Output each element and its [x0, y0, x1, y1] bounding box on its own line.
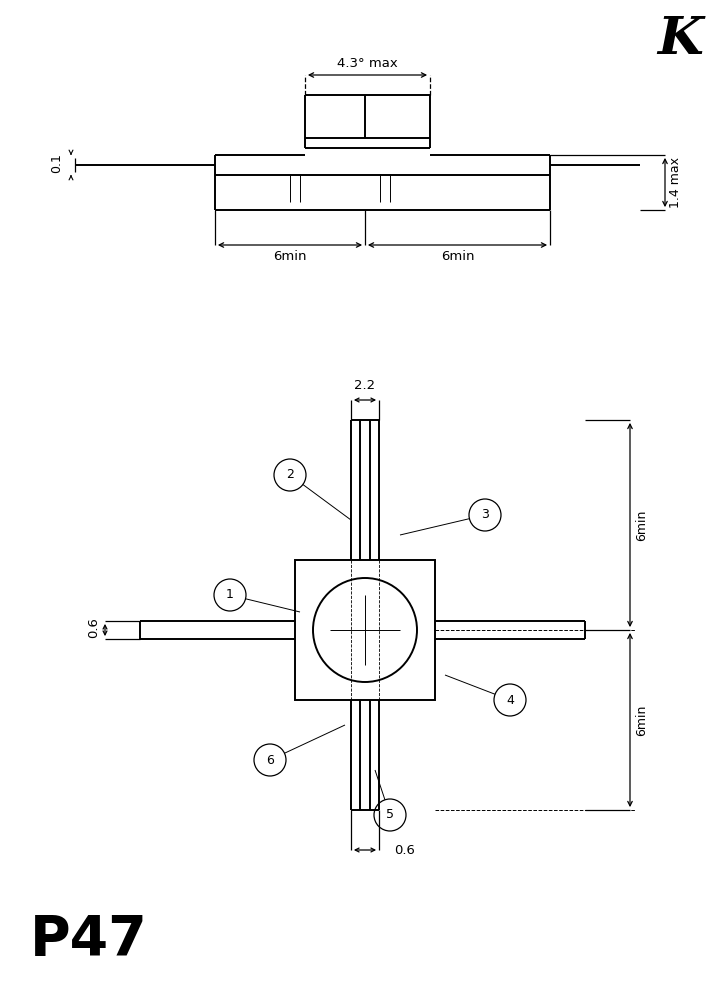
- Text: 6min: 6min: [441, 250, 474, 263]
- Text: 6min: 6min: [635, 705, 648, 736]
- Text: 6min: 6min: [273, 250, 307, 263]
- Text: 4.3° max: 4.3° max: [337, 57, 398, 70]
- Text: 6min: 6min: [635, 509, 648, 540]
- Text: 2.2: 2.2: [354, 379, 376, 392]
- Text: 6: 6: [266, 754, 274, 766]
- Text: 4: 4: [506, 694, 514, 707]
- Text: 1: 1: [226, 589, 234, 602]
- Text: 0.1: 0.1: [50, 153, 63, 173]
- Text: P47: P47: [30, 913, 148, 967]
- Text: 0.6: 0.6: [87, 618, 100, 638]
- Text: 5: 5: [386, 808, 394, 822]
- Text: 0.6: 0.6: [394, 844, 415, 857]
- Text: 3: 3: [481, 508, 489, 521]
- Text: 2: 2: [286, 469, 294, 482]
- Text: 1.4 max: 1.4 max: [669, 157, 682, 208]
- Text: K: K: [657, 14, 703, 66]
